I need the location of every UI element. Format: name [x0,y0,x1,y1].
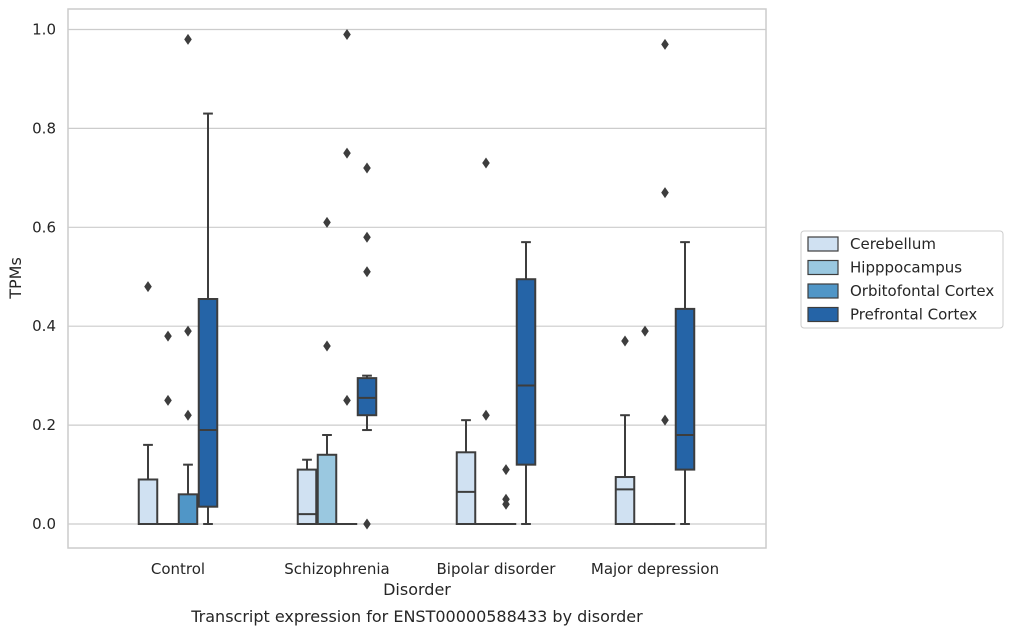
outlier-point [363,231,371,243]
outlier-point [184,409,192,421]
outlier-point [164,394,172,406]
chart-caption: Transcript expression for ENST0000058843… [190,607,643,626]
box-cerebellum [137,281,159,525]
y-tick-label: 0.2 [32,416,56,434]
gridlines [68,28,766,525]
legend-swatch [807,306,839,323]
outlier-point [661,414,669,426]
legend-swatch [807,259,839,276]
y-tick-label: 0.4 [32,317,56,335]
outlier-point [502,464,510,476]
outlier-point [184,325,192,337]
outlier-point [144,281,152,293]
outlier-point [323,340,331,352]
y-tick-label: 0.8 [32,119,56,137]
box-body [177,493,199,525]
legend-swatch [807,236,839,252]
box-body [316,453,338,525]
legend-frame [800,230,1004,329]
box-body [197,298,219,508]
x-tick-label: Bipolar disorder [437,560,557,578]
y-tick-label: 0.6 [32,218,56,236]
box-cerebellum [614,335,636,525]
box-body [137,478,159,525]
legend-swatch [807,283,839,299]
outlier-point [164,330,172,342]
outlier-point [621,335,629,347]
box-orbitofontal-cortex [177,33,199,525]
outlier-point [184,33,192,45]
legend: Cerebellum Hipppocampus Orbitofontal Corte… [800,230,1004,329]
box-prefrontal-cortex [515,241,537,525]
outlier-point [482,409,490,421]
y-tick-labels: 0.0 0.2 0.4 0.6 0.8 1.0 [32,21,56,534]
outlier-point [661,187,669,199]
box-hipppocampus [157,330,179,526]
box-hipppocampus [475,157,497,526]
box-prefrontal-cortex [674,241,696,525]
box-prefrontal-cortex [197,112,219,525]
outlier-point [323,216,331,228]
box-orbitofontal-cortex [654,38,676,526]
x-axis-label: Disorder [383,580,451,599]
y-axis-label: TPMs [6,257,25,300]
x-tick-labels: Control Schizophrenia Bipolar disorder Majo… [151,560,719,578]
outlier-point [661,38,669,50]
outlier-point [363,266,371,278]
box-body [614,476,636,525]
outlier-point [343,394,351,406]
box-hipppocampus [634,325,656,526]
outlier-point [482,157,490,169]
outlier-point [641,325,649,337]
box-prefrontal-cortex [356,162,378,530]
box-orbitofontal-cortex [495,464,517,526]
x-tick-label: Major depression [591,560,719,578]
legend-label: Cerebellum [850,235,936,253]
x-tick-label: Schizophrenia [284,560,389,578]
x-tick-label: Control [151,560,205,578]
box-cerebellum [296,458,318,526]
outlier-point [343,28,351,40]
outlier-point [502,493,510,505]
box-body [515,278,537,466]
box-orbitofontal-cortex [336,28,358,526]
box-body [674,307,696,471]
box-body [455,451,477,525]
boxes [137,28,696,530]
legend-label: Prefrontal Cortex [850,306,977,324]
y-tick-label: 0.0 [32,515,56,533]
legend-label: Orbitofontal Cortex [850,282,994,300]
box-body [296,468,318,526]
y-tick-label: 1.0 [32,21,56,39]
legend-label: Hipppocampus [850,259,962,277]
outlier-point [363,162,371,174]
box-hipppocampus [316,216,338,525]
plot-frame [67,8,767,549]
outlier-point [363,518,371,530]
box-body [356,377,378,417]
outlier-point [343,147,351,159]
box-cerebellum [455,419,477,525]
